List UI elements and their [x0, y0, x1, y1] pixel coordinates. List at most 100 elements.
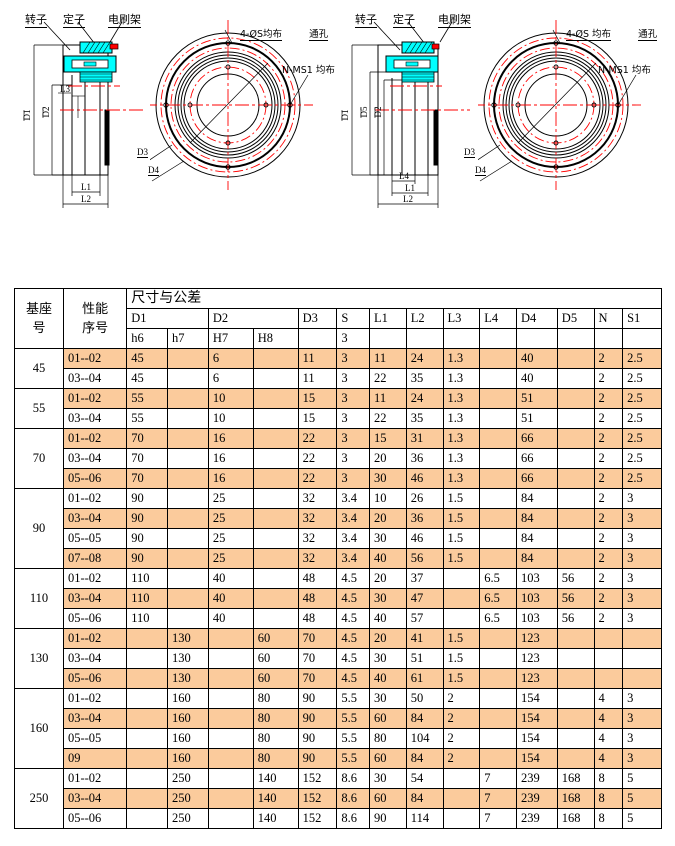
cell-l3: 2 — [442, 728, 481, 749]
cell-d4: 123 — [515, 648, 558, 669]
cell-l3: 2 — [442, 688, 481, 709]
cell-l2: 114 — [405, 808, 444, 829]
cell-l4 — [479, 428, 517, 449]
cell-l4 — [479, 528, 517, 549]
cell-d3: 90 — [297, 748, 338, 769]
cell-l2: 84 — [405, 788, 444, 809]
cell-h8: 140 — [252, 768, 299, 789]
cell-d3: 11 — [297, 368, 338, 389]
table-row: 05--06 130 60 70 4.5 40 61 1.5 123 — [15, 668, 662, 689]
cell-h7 — [167, 348, 209, 369]
cell-d5: 56 — [556, 588, 595, 609]
cell-l1: 30 — [369, 468, 407, 489]
cell-h7 — [167, 488, 209, 509]
svg-text:D2: D2 — [41, 107, 51, 118]
cell-d5 — [556, 488, 595, 509]
cell-l2: 36 — [405, 448, 444, 469]
svg-text:L2: L2 — [403, 194, 413, 204]
cell-s: 3 — [336, 408, 371, 429]
header-tol-h8: H8 — [252, 328, 299, 349]
cell-d5 — [556, 688, 595, 709]
cell-l4: 7 — [479, 808, 517, 829]
header-tol-h6: h6 — [126, 328, 169, 349]
cell-d3: 90 — [297, 728, 338, 749]
header-col-d3: D3 — [297, 308, 338, 329]
header-tol-n — [593, 328, 624, 349]
cell-s: 5.5 — [336, 728, 371, 749]
cell-l4 — [479, 448, 517, 469]
annotation-holes-left: 4-ØS均布 通孔 — [240, 22, 329, 41]
table-row: 03--04 250 140 152 8.6 60 84 7 239 168 8 5 — [15, 788, 662, 809]
cell-perf-no: 05--06 — [62, 808, 128, 829]
header-tol-l2 — [405, 328, 444, 349]
cell-perf-no: 01--02 — [62, 488, 128, 509]
cell-l3: 1.5 — [442, 508, 481, 529]
cell-perf-no: 01--02 — [62, 568, 128, 589]
cell-l3: 1.5 — [442, 488, 481, 509]
annotation-thread-left: N-MS1 均布 — [282, 65, 335, 76]
cell-n: 2 — [593, 548, 624, 569]
cell-n: 2 — [593, 488, 624, 509]
cell-s1: 2.5 — [622, 388, 662, 409]
cell-d5 — [556, 728, 595, 749]
header-perf-no: 性能 序号 — [62, 288, 128, 349]
cell-h6: 45 — [126, 348, 169, 369]
cell-s1: 2.5 — [622, 468, 662, 489]
cell-h6: 110 — [126, 608, 169, 629]
cell-s: 3.4 — [336, 488, 371, 509]
header-col-d1: D1 — [126, 308, 209, 329]
front-view-right — [478, 20, 641, 190]
cell-l3: 1.5 — [442, 668, 481, 689]
cell-h7: 160 — [167, 728, 209, 749]
cell-l2: 46 — [405, 528, 444, 549]
header-base-no: 基座 号 — [14, 288, 64, 349]
cell-h6 — [126, 708, 169, 729]
svg-text:D2: D2 — [373, 107, 383, 118]
cell-h7 — [167, 368, 209, 389]
cell-l4 — [479, 508, 517, 529]
cell-base-no: 90 — [14, 488, 64, 569]
cell-n: 2 — [593, 468, 624, 489]
cell-h7 — [167, 468, 209, 489]
header-row-1: 基座 号 性能 序号 尺寸与公差 — [14, 288, 662, 349]
cell-n — [593, 648, 624, 669]
cell-d4: 103 — [515, 568, 558, 589]
cell-h6: 90 — [126, 548, 169, 569]
table-row: 03--04 110 40 48 4.5 30 47 6.5 103 56 2 3 — [15, 588, 662, 609]
cell-d3: 11 — [297, 348, 338, 369]
header-tol-d4 — [515, 328, 558, 349]
cell-l2: 36 — [405, 508, 444, 529]
cell-s: 3 — [336, 448, 371, 469]
cell-base-no: 130 — [14, 628, 64, 689]
cell-h8: 60 — [252, 668, 299, 689]
cell-h7: 6 — [207, 348, 254, 369]
cell-h7: 40 — [207, 608, 254, 629]
cell-h7 — [207, 668, 254, 689]
cell-n: 2 — [593, 388, 624, 409]
cell-h8 — [252, 448, 299, 469]
cell-h6: 45 — [126, 368, 169, 389]
cell-h6: 70 — [126, 448, 169, 469]
cell-l4: 7 — [479, 768, 517, 789]
header-col-d5: D5 — [556, 308, 595, 329]
cell-perf-no: 03--04 — [62, 508, 128, 529]
cell-h6 — [126, 748, 169, 769]
cell-h7 — [167, 548, 209, 569]
cell-h7: 160 — [167, 748, 209, 769]
cell-l1: 90 — [369, 808, 407, 829]
cell-perf-no: 01--02 — [62, 388, 128, 409]
cell-l1: 22 — [369, 408, 407, 429]
cell-n: 4 — [593, 728, 624, 749]
header-tol-s: 3 — [336, 328, 371, 349]
table-row: 05--06 110 40 48 4.5 40 57 6.5 103 56 2 3 — [15, 608, 662, 629]
cell-d4: 239 — [515, 768, 558, 789]
cell-d5 — [556, 648, 595, 669]
cell-d3: 70 — [297, 628, 338, 649]
cell-d4: 154 — [515, 708, 558, 729]
header-tol-l3 — [442, 328, 481, 349]
cell-perf-no: 03--04 — [62, 448, 128, 469]
table-row: 70 01--02 70 16 22 3 15 31 1.3 66 2 2.5 — [14, 428, 662, 489]
cell-s1: 2.5 — [622, 428, 662, 449]
cell-perf-no: 03--04 — [62, 788, 128, 809]
cell-perf-no: 01--02 — [62, 768, 128, 789]
